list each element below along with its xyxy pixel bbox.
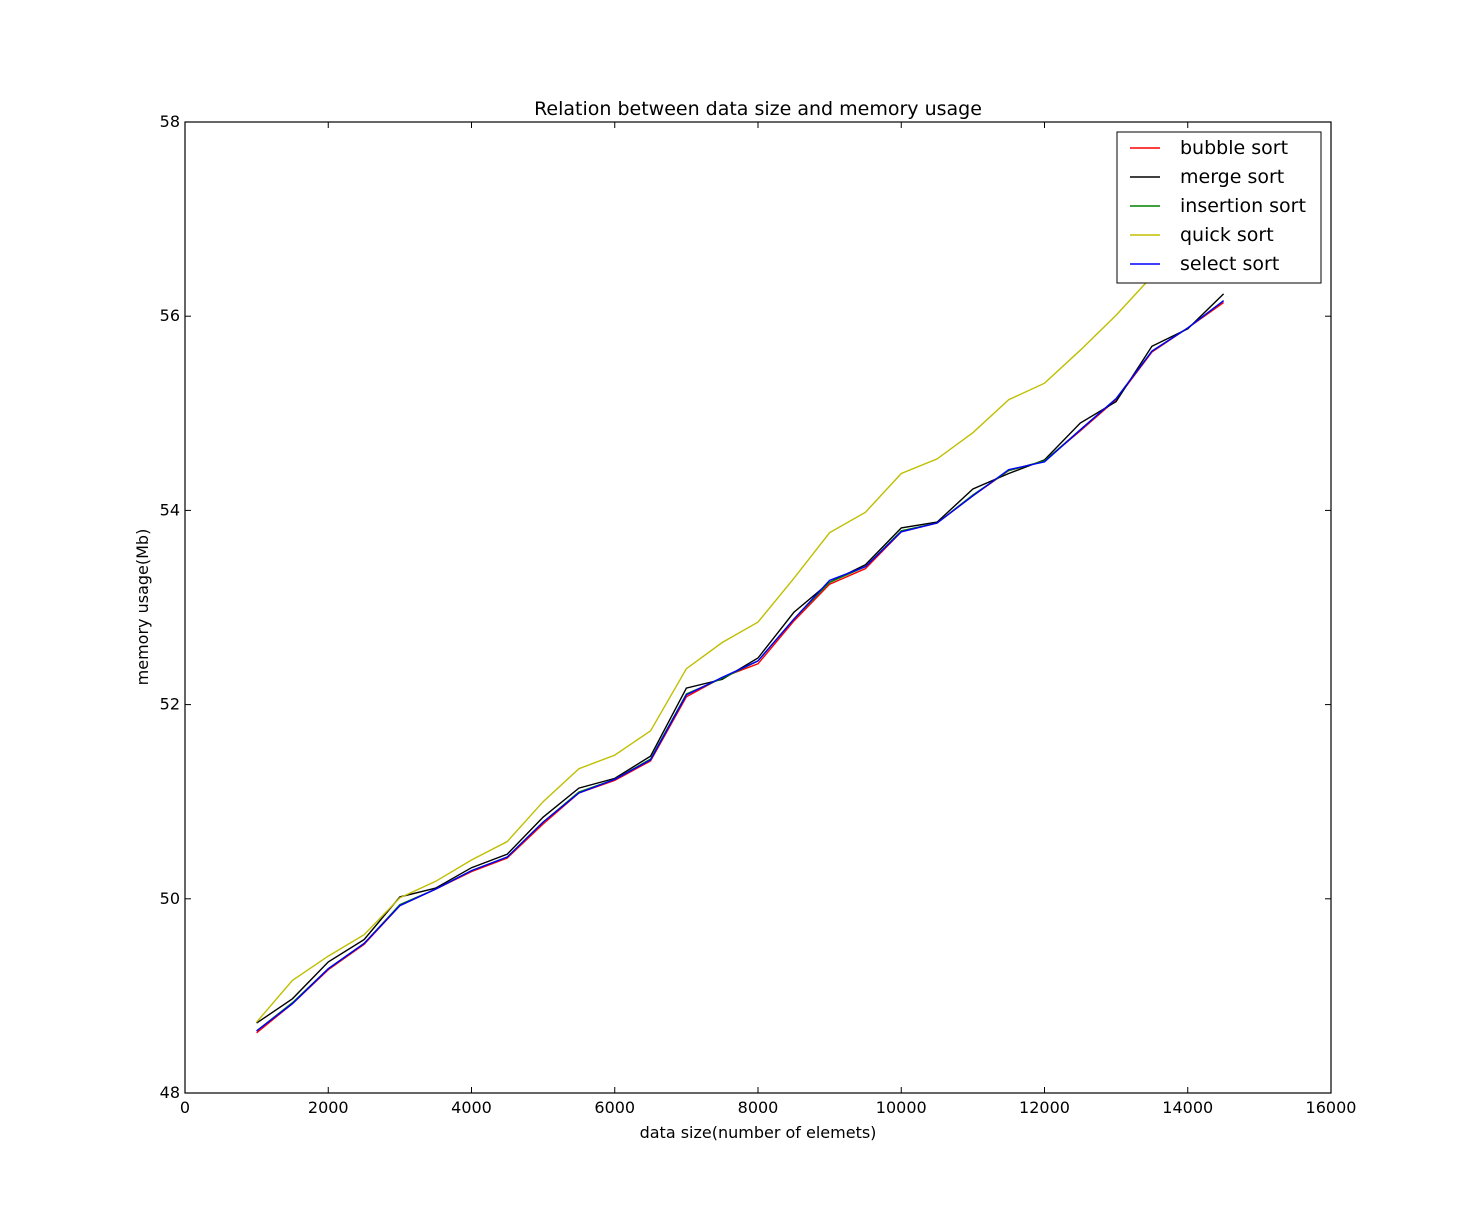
legend-label: quick sort bbox=[1180, 224, 1274, 246]
x-tick-label: 16000 bbox=[1306, 1098, 1357, 1117]
y-axis-label: memory usage(Mb) bbox=[133, 529, 152, 686]
series-layer bbox=[256, 261, 1225, 1034]
legend-label: select sort bbox=[1180, 253, 1279, 275]
series-line-bubble-sort bbox=[256, 302, 1225, 1034]
legend-frame bbox=[1116, 131, 1322, 284]
x-axis-label: data size(number of elemets) bbox=[640, 1123, 877, 1142]
x-tick-label: 12000 bbox=[1019, 1098, 1070, 1117]
series-line-select-sort bbox=[256, 300, 1225, 1032]
y-tick-label: 56 bbox=[160, 306, 180, 325]
y-tick-label: 54 bbox=[160, 500, 180, 519]
series-line-quick-sort bbox=[256, 261, 1224, 1023]
y-tick-label: 58 bbox=[160, 112, 180, 131]
axis-ticks: 0 2000 4000 6000 8000 10000 12000 14000 16000 48 5… bbox=[160, 112, 1357, 1117]
y-tick-label: 52 bbox=[160, 695, 180, 714]
x-tick-label: 14000 bbox=[1162, 1098, 1213, 1117]
x-tick-label: 4000 bbox=[451, 1098, 492, 1117]
x-tick-label: 8000 bbox=[738, 1098, 779, 1117]
chart-title: Relation between data size and memory us… bbox=[534, 98, 982, 120]
legend-label: insertion sort bbox=[1180, 195, 1306, 217]
y-tick-label: 48 bbox=[160, 1083, 180, 1102]
y-tick-label: 50 bbox=[160, 889, 180, 908]
x-tick-label: 6000 bbox=[594, 1098, 635, 1117]
series-line-merge-sort bbox=[256, 293, 1225, 1024]
legend: bubble sort merge sort insertion sort quick… bbox=[1116, 131, 1322, 284]
series-line-insertion-sort bbox=[256, 300, 1225, 1032]
x-tick-label: 10000 bbox=[876, 1098, 927, 1117]
x-tick-label: 2000 bbox=[308, 1098, 349, 1117]
legend-label: bubble sort bbox=[1180, 137, 1288, 159]
legend-label: merge sort bbox=[1180, 166, 1284, 188]
x-tick-label: 0 bbox=[180, 1098, 190, 1117]
